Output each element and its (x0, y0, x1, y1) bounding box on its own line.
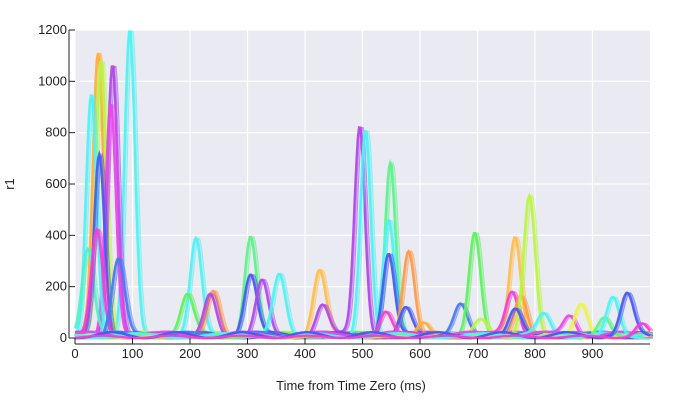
axes: 0 100 200 300 400 500 600 700 800 900 0 200 400 600 80… (38, 22, 650, 361)
x-tick-label: 200 (179, 346, 201, 361)
series-group (73, 30, 654, 340)
y-tick-label: 800 (45, 125, 67, 140)
x-tick-label: 500 (352, 346, 374, 361)
x-tick-label: 0 (71, 346, 78, 361)
x-tick-label: 800 (524, 346, 546, 361)
y-tick-label: 1200 (38, 22, 67, 37)
x-tick-label: 400 (294, 346, 316, 361)
y-tick-label: 600 (45, 176, 67, 191)
x-tick-label: 700 (467, 346, 489, 361)
x-tick-label: 900 (582, 346, 604, 361)
series-line (77, 292, 654, 339)
y-axis-label: r1 (2, 178, 17, 190)
x-tick-label: 300 (237, 346, 259, 361)
series-line (77, 322, 654, 339)
y-tick-label: 200 (45, 279, 67, 294)
x-axis-label: Time from Time Zero (ms) (276, 378, 426, 393)
x-tick-label: 100 (122, 346, 144, 361)
x-tick-label: 600 (409, 346, 431, 361)
y-tick-label: 1000 (38, 73, 67, 88)
y-tick-label: 0 (60, 330, 67, 345)
series-line (77, 296, 654, 339)
y-tick-label: 400 (45, 227, 67, 242)
